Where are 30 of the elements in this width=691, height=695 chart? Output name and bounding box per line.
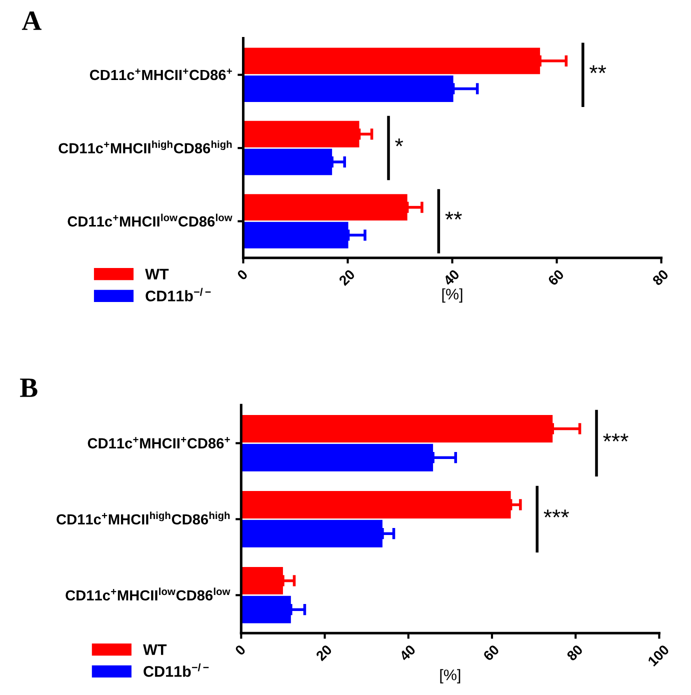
- annotation: **: [445, 212, 462, 220]
- x-axis-title: [%]: [442, 288, 462, 303]
- x-tick-label: 60: [547, 268, 564, 286]
- x-axis-title: [%]: [440, 669, 460, 684]
- chart-title: B: [20, 378, 38, 397]
- x-tick-label: 80: [566, 644, 584, 662]
- x-tick-label: 20: [338, 268, 356, 286]
- x-tick-label: 0: [236, 268, 248, 281]
- x-tick-label: 0: [234, 644, 246, 656]
- x-tick-label: 20: [315, 644, 332, 662]
- y-tick-label: CD11c$^{+}$MHCII$^{high}$CD86$^{high}$: [56, 512, 230, 525]
- x-tick-label: 40: [442, 268, 460, 286]
- y-tick-label: CD11c$^{+}$MHCII$^{+}$CD86$^{+}$: [90, 68, 232, 80]
- y-tick-label: CD11c$^{+}$MHCII$^{low}$CD86$^{low}$: [68, 214, 232, 227]
- legend-label: WT: [145, 268, 169, 280]
- legend-label: WT: [143, 644, 167, 655]
- legend-label: CD11b$^{−/−}$: [144, 663, 209, 677]
- x-tick-label: 80: [652, 268, 669, 286]
- annotation: ***: [603, 434, 628, 442]
- annotation: *: [395, 138, 404, 146]
- annotation: **: [590, 65, 606, 74]
- x-tick-label: 40: [398, 644, 416, 662]
- annotation: ***: [544, 510, 570, 518]
- y-tick-label: CD11c$^{+}$MHCII$^{high}$CD86$^{high}$: [58, 140, 232, 154]
- x-tick-label: 60: [482, 644, 500, 662]
- y-tick-label: CD11c$^{+}$MHCII$^{+}$CD86$^{+}$: [88, 436, 230, 448]
- legend-label: CD11b$^{−/−}$: [146, 288, 211, 302]
- chart-title: A: [22, 12, 42, 30]
- x-tick-label: 100: [647, 644, 670, 667]
- y-tick-label: CD11c$^{+}$MHCII$^{low}$CD86$^{low}$: [66, 588, 230, 601]
